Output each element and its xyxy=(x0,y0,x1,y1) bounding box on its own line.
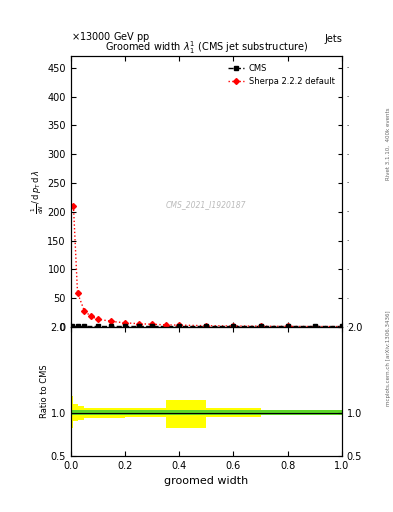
X-axis label: groomed width: groomed width xyxy=(164,476,248,486)
Text: Rivet 3.1.10,  400k events: Rivet 3.1.10, 400k events xyxy=(386,107,391,180)
Text: mcplots.cern.ch [arXiv:1306.3436]: mcplots.cern.ch [arXiv:1306.3436] xyxy=(386,311,391,406)
Bar xyxy=(71,396,73,428)
Text: CMS_2021_I1920187: CMS_2021_I1920187 xyxy=(166,201,246,209)
Text: Jets: Jets xyxy=(324,33,342,44)
Y-axis label: Ratio to CMS: Ratio to CMS xyxy=(40,365,49,418)
Bar xyxy=(152,409,179,417)
Bar xyxy=(84,408,98,418)
Bar xyxy=(206,409,261,417)
Bar xyxy=(73,404,77,421)
Text: $\times$13000 GeV pp: $\times$13000 GeV pp xyxy=(71,30,150,44)
Title: Groomed width $\lambda_1^1$ (CMS jet substructure): Groomed width $\lambda_1^1$ (CMS jet sub… xyxy=(105,39,308,56)
Bar xyxy=(261,410,342,415)
Y-axis label: $\frac{1}{\mathrm{d}N}\,/\,\mathrm{d}\,p_\mathrm{T}\,\mathrm{d}\,\lambda$: $\frac{1}{\mathrm{d}N}\,/\,\mathrm{d}\,p… xyxy=(29,169,46,214)
Bar xyxy=(71,410,342,415)
Bar xyxy=(125,409,152,417)
Bar xyxy=(98,408,125,418)
Bar xyxy=(77,406,84,420)
Legend: CMS, Sherpa 2.2.2 default: CMS, Sherpa 2.2.2 default xyxy=(224,60,338,89)
Bar xyxy=(166,400,206,428)
